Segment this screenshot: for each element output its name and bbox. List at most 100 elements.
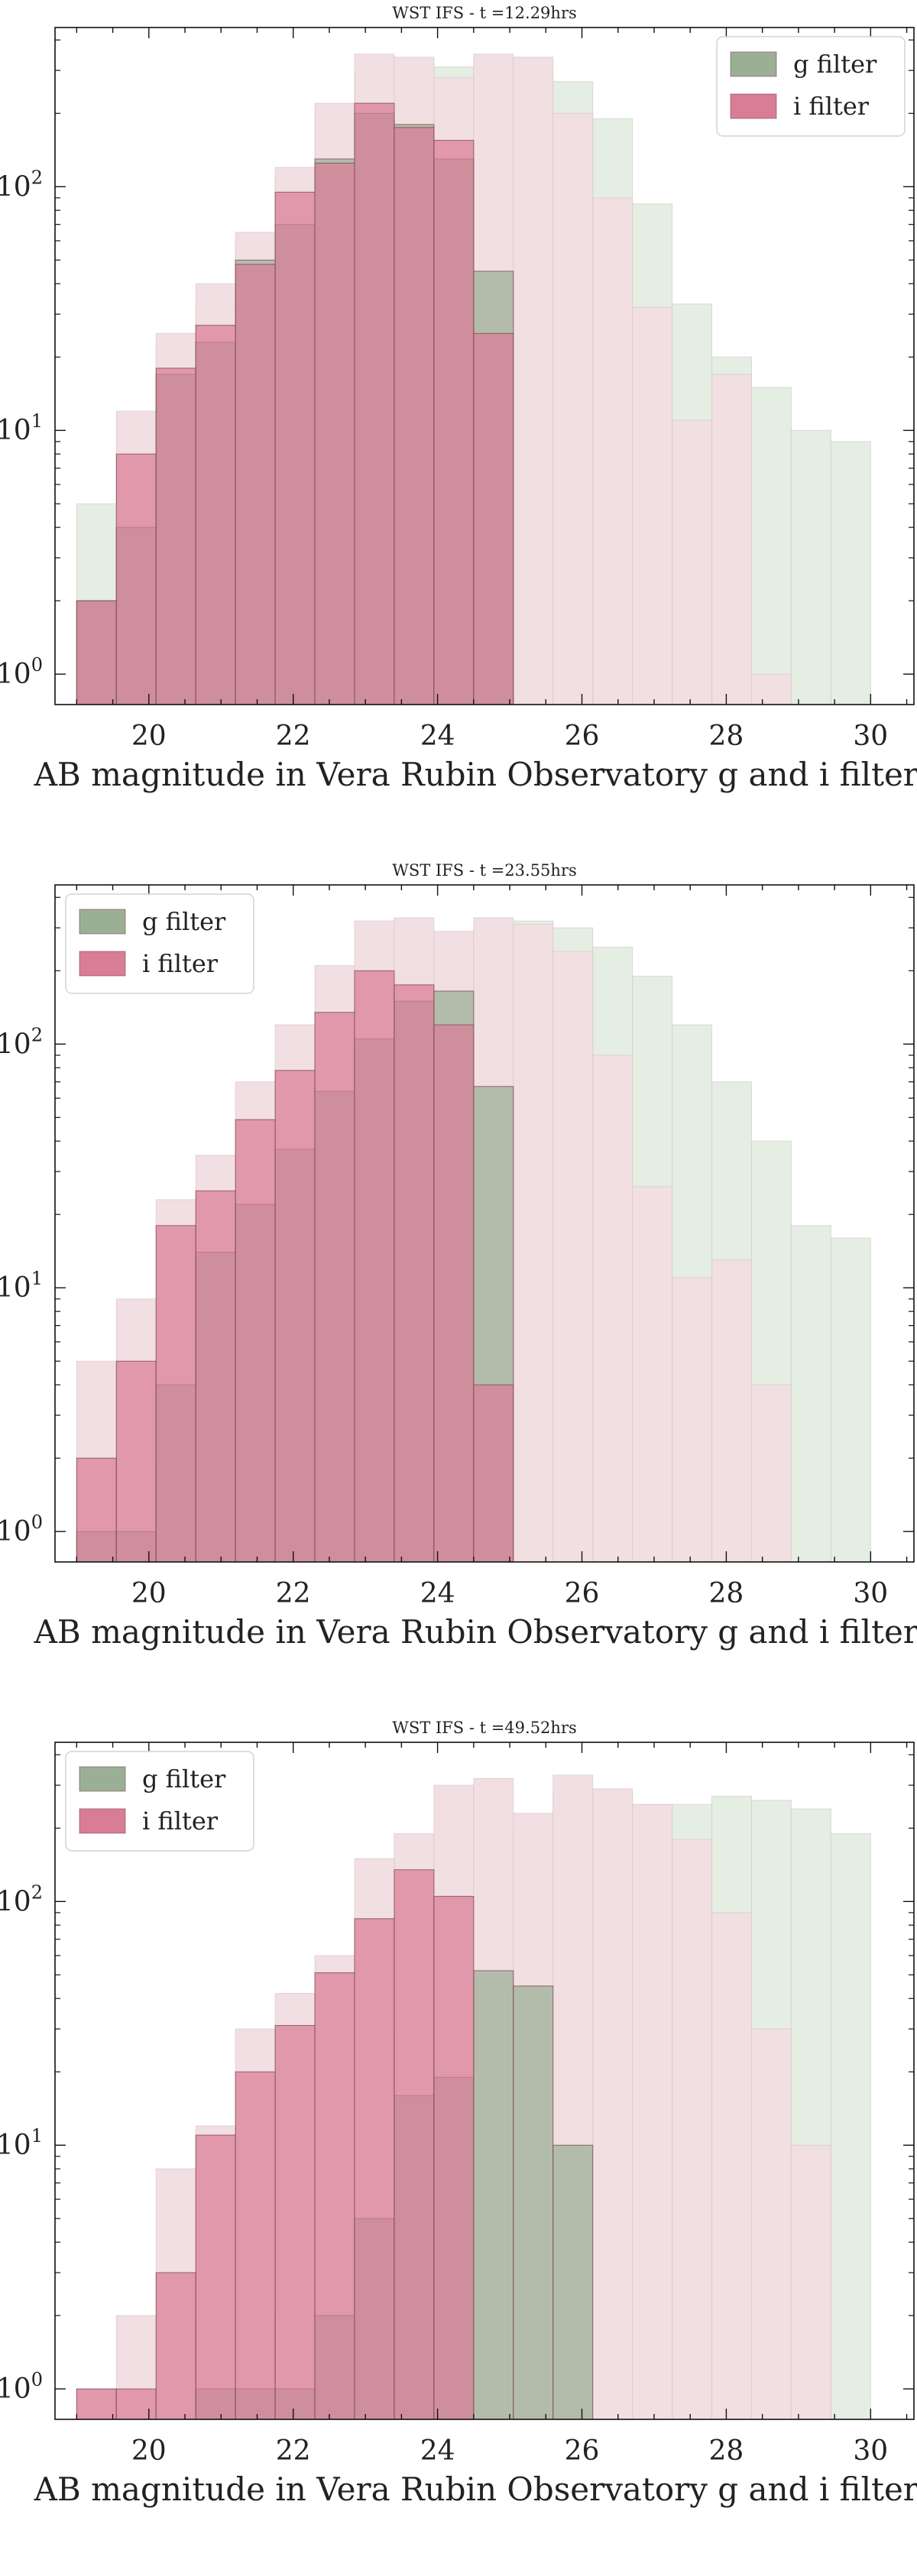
x-axis-label: AB magnitude in Vera Rubin Observatory g… — [34, 1613, 917, 1651]
y-tick-label: 101 — [0, 2125, 43, 2161]
plot-frame — [54, 884, 915, 1563]
x-tick-label: 22 — [276, 721, 311, 752]
bar — [750, 387, 792, 705]
legend-label: i filter — [142, 949, 219, 978]
legend-swatch — [79, 1766, 126, 1792]
bar — [155, 1225, 196, 1563]
bar — [76, 600, 117, 705]
bar — [235, 2071, 276, 2420]
bar — [592, 1055, 633, 1563]
bar — [711, 374, 752, 705]
bar — [513, 924, 554, 1563]
bar — [632, 306, 673, 705]
bar — [672, 1839, 713, 2420]
bar — [76, 1457, 117, 1563]
y-tick-label: 101 — [0, 1268, 43, 1304]
bar — [592, 1788, 633, 2420]
y-tick-label: 100 — [0, 654, 43, 690]
histogram-chart-3: WST IFS - t =49.52hrs 20 22 24 26 28 30 100 101 1… — [0, 1719, 917, 2508]
chart-title: WST IFS - t =49.52hrs — [392, 1719, 577, 1737]
bar — [354, 102, 395, 705]
legend-swatch — [730, 51, 777, 77]
legend-label: g filter — [793, 50, 877, 79]
bar — [274, 1070, 316, 1563]
bar — [830, 1832, 871, 2420]
y-tick-label: 100 — [0, 2369, 43, 2405]
chart-title: WST IFS - t =23.55hrs — [392, 861, 577, 880]
x-tick-label: 28 — [709, 1578, 744, 1609]
bar — [790, 2144, 831, 2420]
legend-label: i filter — [142, 1806, 219, 1836]
chart-title: WST IFS - t =12.29hrs — [392, 4, 577, 22]
legend-swatch — [79, 909, 126, 935]
bar — [115, 453, 157, 705]
bar — [155, 2272, 196, 2420]
bar — [433, 1896, 475, 2420]
legend-label: i filter — [793, 92, 870, 121]
bar — [314, 1012, 355, 1563]
bar — [195, 1190, 236, 1563]
x-tick-label: 20 — [131, 1578, 167, 1609]
x-tick-label: 26 — [565, 1578, 600, 1609]
bar — [195, 2134, 236, 2420]
series-detected-i-filter — [76, 970, 514, 1563]
bar — [473, 1970, 514, 2420]
bar — [235, 1119, 276, 1563]
legend: g filter i filter — [65, 1751, 254, 1852]
bar — [394, 1869, 435, 2420]
bar — [711, 1912, 752, 2420]
bar — [830, 441, 871, 705]
bar — [274, 191, 316, 705]
y-tick-label: 102 — [0, 1881, 43, 1917]
y-tick-label: 100 — [0, 1512, 43, 1547]
bar — [672, 1277, 713, 1563]
bar — [115, 1360, 157, 1563]
series-detected-i-filter — [76, 102, 514, 705]
x-tick-label: 24 — [420, 2435, 455, 2467]
legend-label: g filter — [142, 907, 226, 936]
histogram-chart-1: WST IFS - t =12.29hrs 20 22 24 26 28 30 100 101 1… — [0, 4, 917, 793]
bar — [592, 197, 633, 705]
x-tick-label: 26 — [565, 2435, 600, 2467]
legend-swatch — [730, 93, 777, 119]
bar — [552, 951, 594, 1563]
bar — [274, 2025, 316, 2420]
bar — [433, 140, 475, 705]
y-tick-label: 102 — [0, 167, 43, 203]
x-tick-label: 30 — [853, 1578, 888, 1609]
bar — [711, 1259, 752, 1563]
y-tick-label: 101 — [0, 410, 43, 446]
bar — [314, 162, 355, 705]
bar — [750, 673, 792, 705]
x-tick-label: 22 — [276, 1578, 311, 1609]
bar — [790, 1225, 831, 1563]
bar — [552, 112, 594, 705]
x-tick-label: 26 — [565, 721, 600, 752]
x-tick-label: 28 — [709, 721, 744, 752]
bar — [632, 1186, 673, 1563]
bar — [750, 1384, 792, 1563]
bar — [115, 2388, 157, 2420]
legend: g filter i filter — [716, 36, 906, 137]
bar — [354, 970, 395, 1563]
bar — [513, 1985, 554, 2420]
bar — [155, 368, 196, 705]
bar — [433, 1024, 475, 1563]
bar — [394, 984, 435, 1563]
bar — [830, 1237, 871, 1563]
x-axis-label: AB magnitude in Vera Rubin Observatory g… — [34, 756, 917, 793]
bar — [394, 127, 435, 705]
bar — [314, 1972, 355, 2420]
x-tick-label: 20 — [131, 721, 167, 752]
legend-swatch — [79, 1808, 126, 1834]
bar — [513, 57, 554, 705]
series-detected-i-filter — [76, 1869, 475, 2420]
chart-panel-3: WST IFS - t =49.52hrs 20 22 24 26 28 30 100 101 1… — [0, 1715, 917, 2576]
legend-label: g filter — [142, 1764, 226, 1793]
legend: g filter i filter — [65, 893, 254, 994]
bar — [76, 2388, 117, 2420]
bar — [235, 264, 276, 705]
bar — [790, 429, 831, 705]
x-tick-label: 30 — [853, 721, 888, 752]
bar — [354, 1918, 395, 2420]
